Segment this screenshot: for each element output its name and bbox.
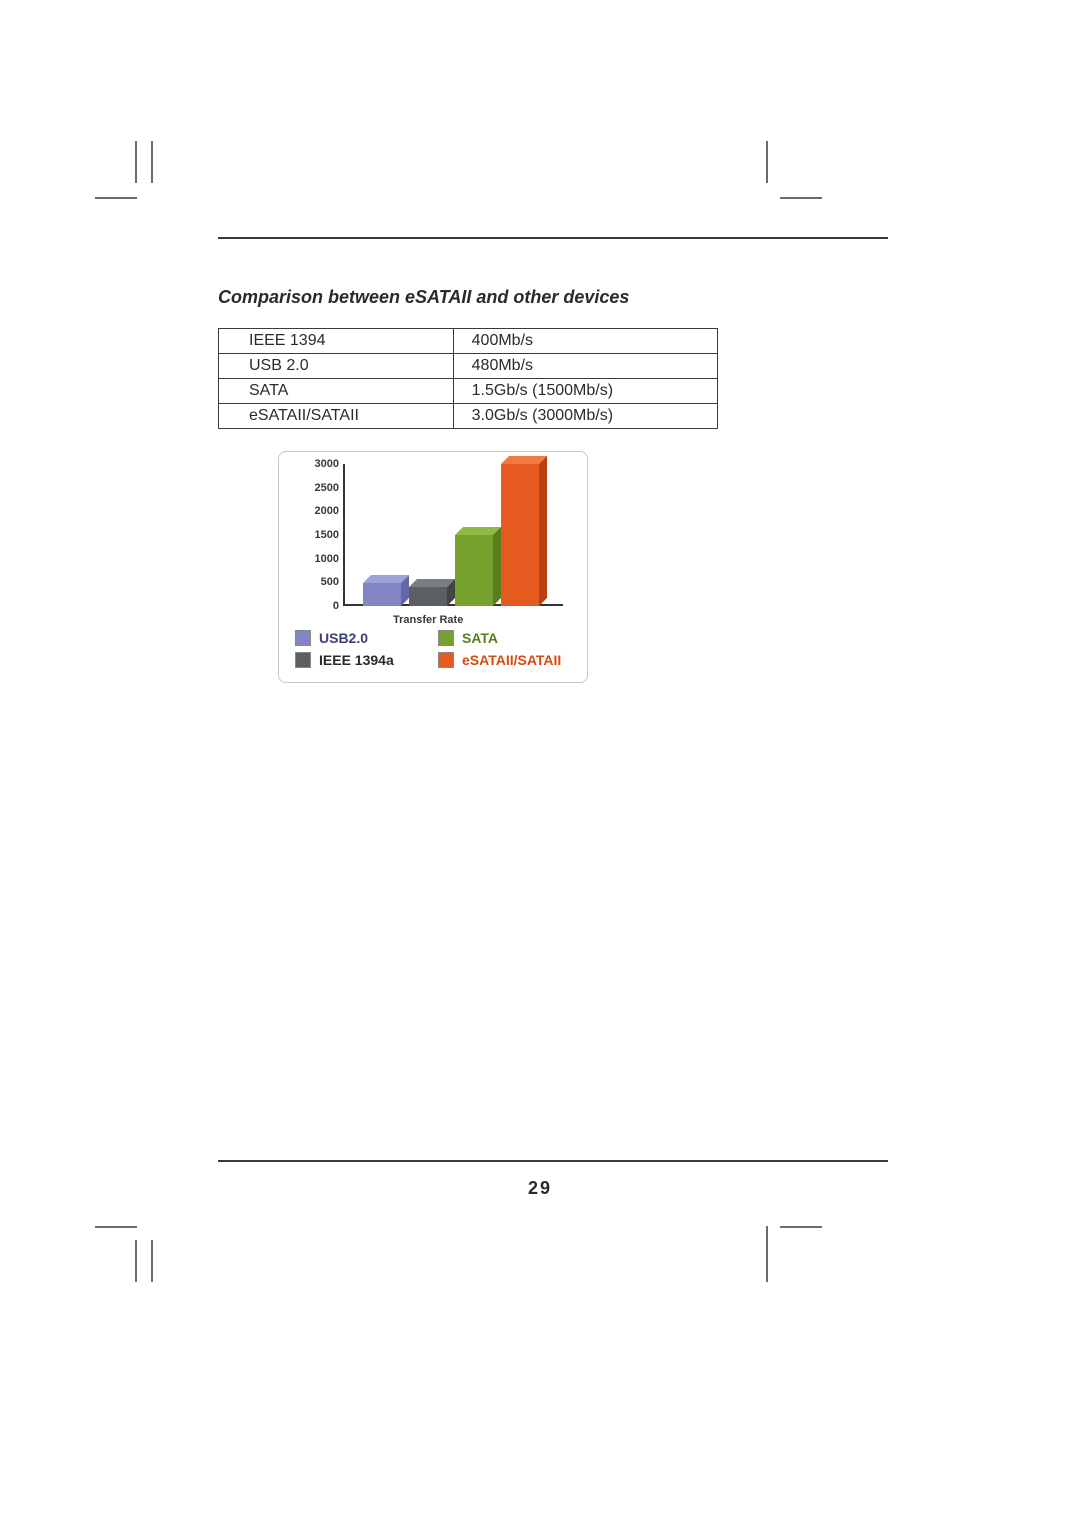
legend-item-usb20: USB2.0 (295, 630, 428, 646)
device-rate: 400Mb/s (453, 329, 717, 354)
y-tick-label: 1000 (299, 553, 339, 565)
legend-label: eSATAII/SATAII (462, 652, 561, 668)
legend-item-sata: SATA (438, 630, 571, 646)
legend-swatch (438, 630, 454, 646)
table-row: SATA1.5Gb/s (1500Mb/s) (219, 379, 718, 404)
page-number: 29 (0, 1178, 1080, 1199)
legend-swatch (295, 652, 311, 668)
table-row: IEEE 1394400Mb/s (219, 329, 718, 354)
y-tick-label: 0 (299, 600, 339, 612)
legend-swatch (438, 652, 454, 668)
bar-usb20 (363, 575, 409, 606)
device-rate: 480Mb/s (453, 354, 717, 379)
legend-label: SATA (462, 630, 498, 646)
table-row: eSATAII/SATAII3.0Gb/s (3000Mb/s) (219, 404, 718, 429)
bottom-rule (218, 1160, 888, 1162)
device-name: IEEE 1394 (219, 329, 454, 354)
y-tick-label: 3000 (299, 458, 339, 470)
legend-label: USB2.0 (319, 630, 368, 646)
bar-ieee1394a (409, 579, 455, 606)
y-axis (343, 464, 345, 606)
section-title: Comparison between eSATAII and other dev… (218, 287, 888, 308)
device-rate: 1.5Gb/s (1500Mb/s) (453, 379, 717, 404)
y-tick-label: 2500 (299, 482, 339, 494)
legend-swatch (295, 630, 311, 646)
legend-item-esataii: eSATAII/SATAII (438, 652, 571, 668)
chart-legend: USB2.0 SATA IEEE 1394a eSATAII/SATAII (295, 630, 571, 668)
table-row: USB 2.0480Mb/s (219, 354, 718, 379)
top-rule (218, 237, 888, 239)
legend-item-ieee1394a: IEEE 1394a (295, 652, 428, 668)
bar-esataii (501, 456, 547, 606)
comparison-table: IEEE 1394400Mb/sUSB 2.0480Mb/sSATA1.5Gb/… (218, 328, 718, 429)
device-rate: 3.0Gb/s (3000Mb/s) (453, 404, 717, 429)
device-name: SATA (219, 379, 454, 404)
device-name: eSATAII/SATAII (219, 404, 454, 429)
y-tick-label: 500 (299, 576, 339, 588)
y-tick-label: 2000 (299, 505, 339, 517)
x-axis-label: Transfer Rate (393, 614, 463, 626)
bar-sata (455, 527, 501, 606)
transfer-rate-chart: Transfer Rate 0 500 1000 1500 2000 2500 3000 U… (278, 451, 588, 683)
y-tick-label: 1500 (299, 529, 339, 541)
device-name: USB 2.0 (219, 354, 454, 379)
legend-label: IEEE 1394a (319, 652, 394, 668)
